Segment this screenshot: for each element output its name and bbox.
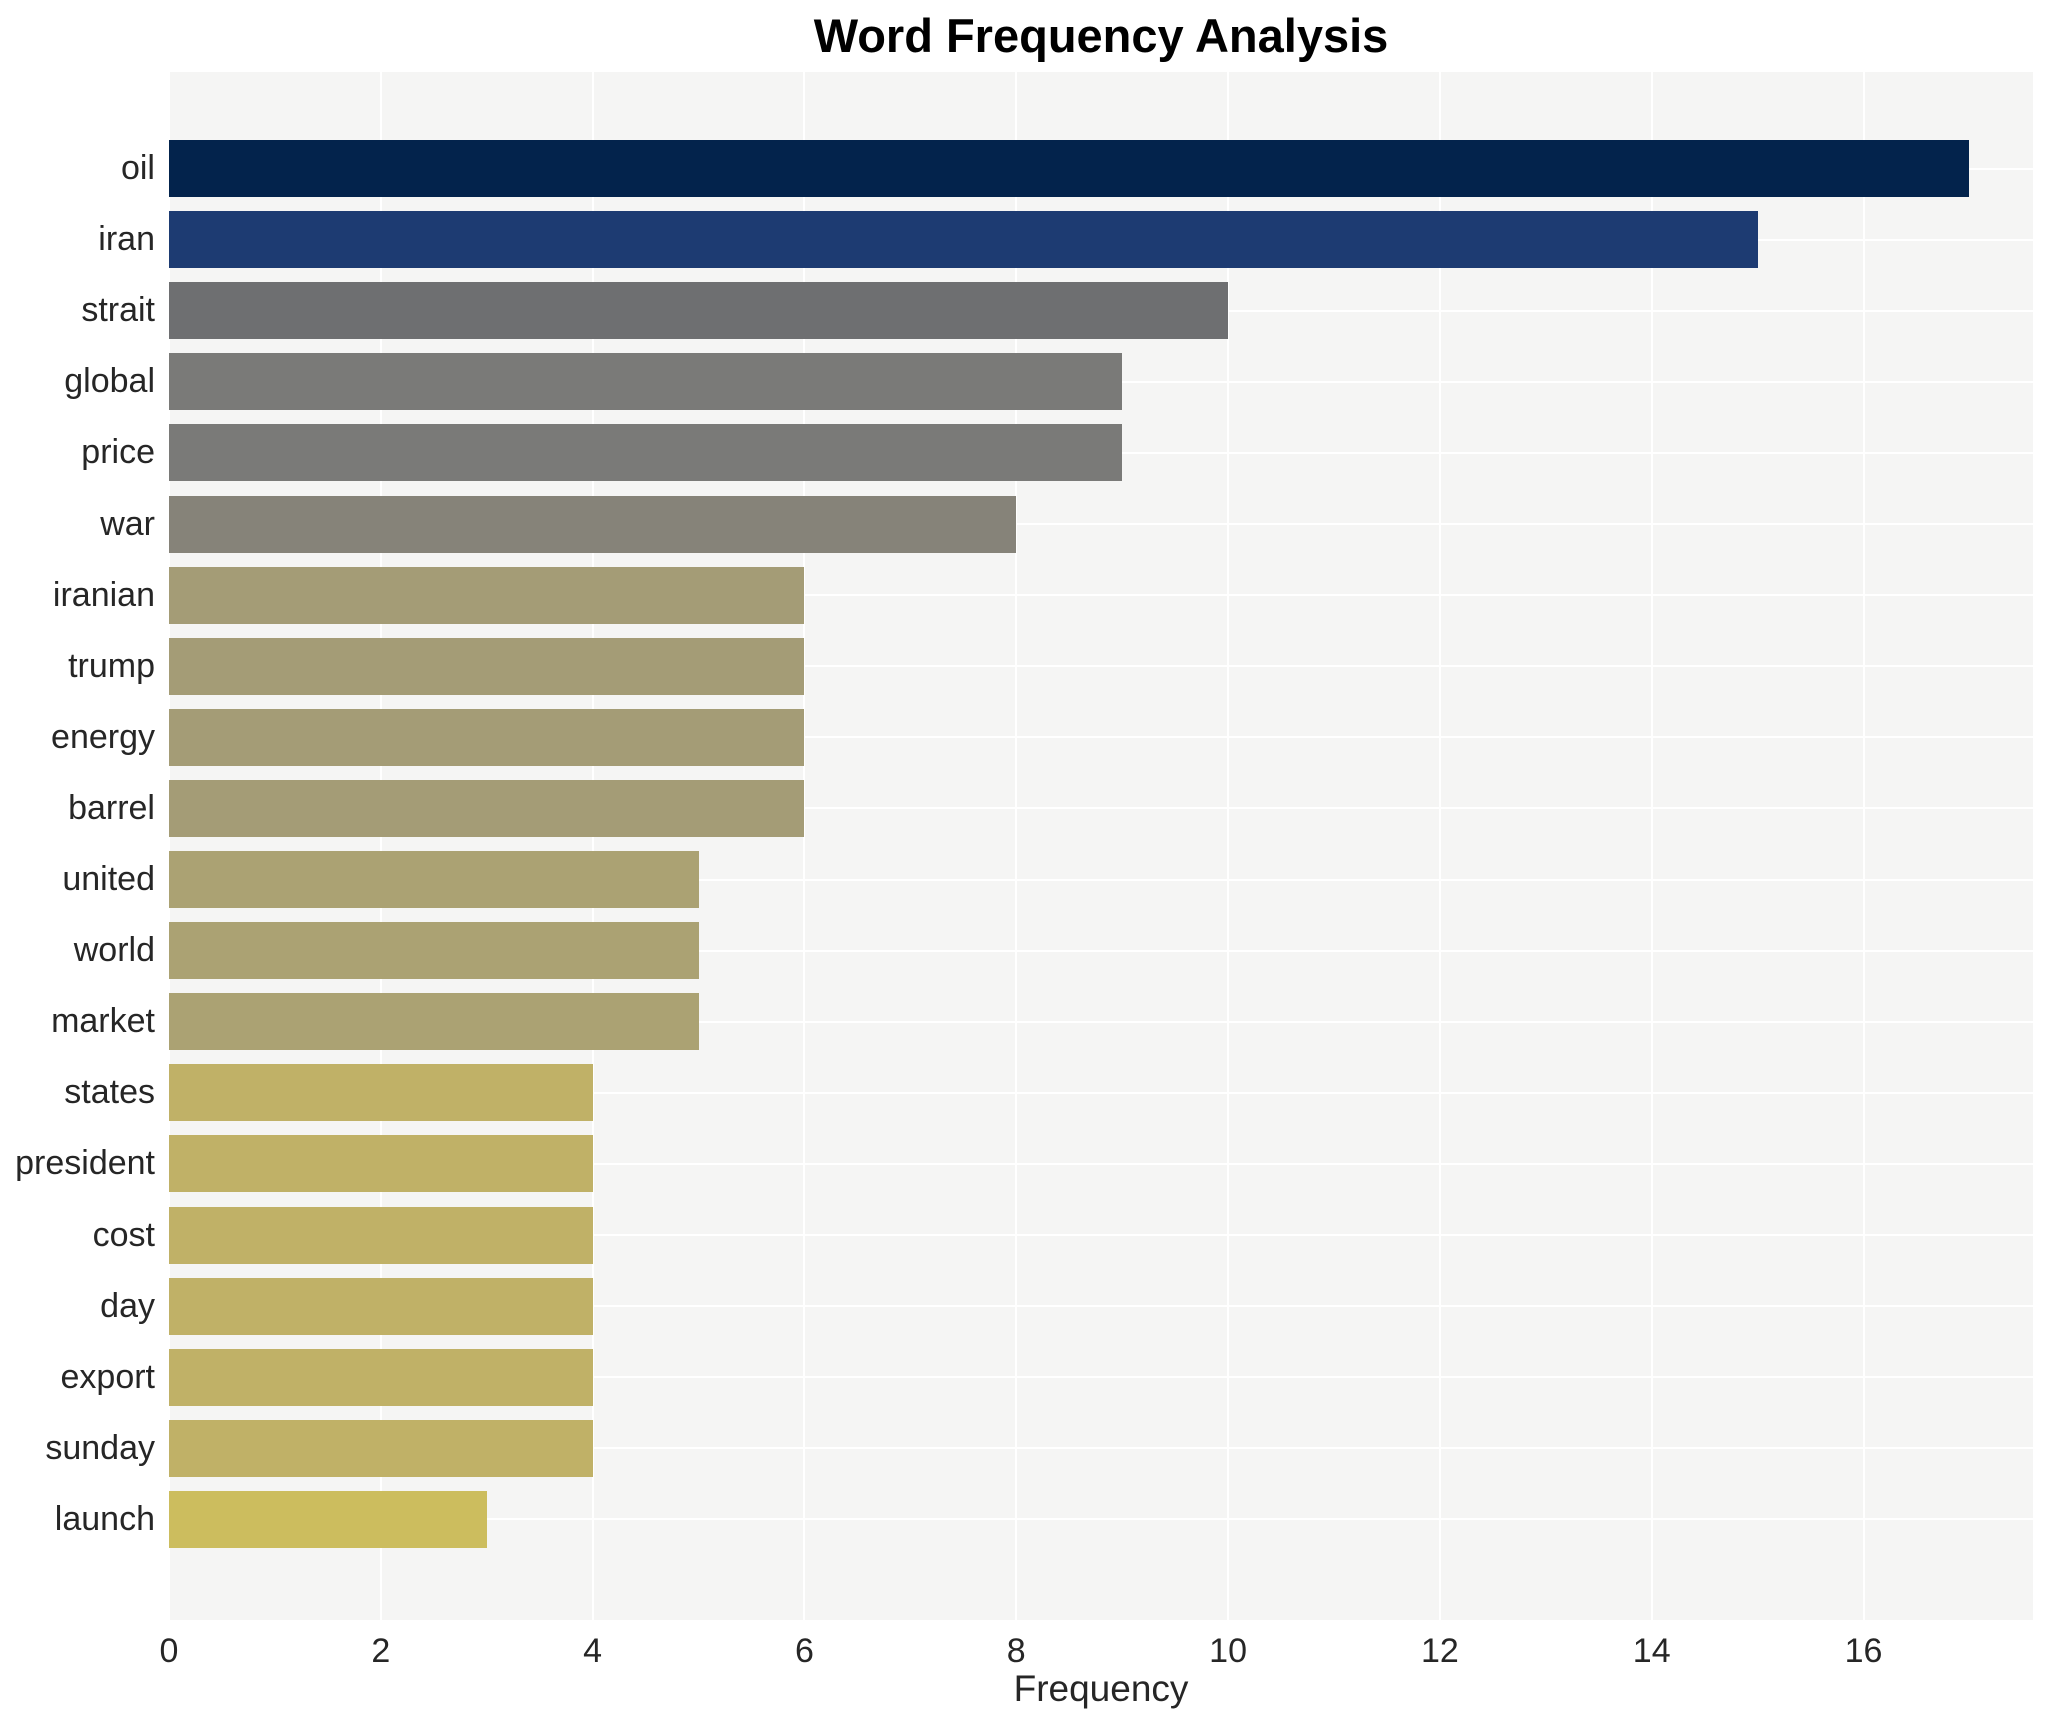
gridline-row-trump — [169, 665, 2033, 668]
y-tick-label-war: war — [100, 504, 155, 543]
y-tick-label-day: day — [100, 1286, 155, 1325]
gridline-row-barrel — [169, 807, 2033, 810]
gridline-row-united — [169, 878, 2033, 881]
y-tick-label-iran: iran — [98, 220, 155, 259]
bar-day — [169, 1277, 593, 1335]
gridline-row-iranian — [169, 594, 2033, 597]
y-tick-label-trump: trump — [68, 646, 155, 685]
y-tick-label-energy: energy — [51, 717, 155, 756]
y-tick-label-barrel: barrel — [68, 788, 155, 827]
gridline-x-0 — [168, 72, 170, 1620]
x-tick-label-2: 2 — [371, 1632, 391, 1670]
bar-price — [169, 424, 1123, 482]
bar-states — [169, 1064, 593, 1122]
y-tick-label-states: states — [64, 1073, 155, 1112]
gridline-x-8 — [1015, 72, 1018, 1620]
x-tick-label-0: 0 — [159, 1632, 179, 1670]
bar-world — [169, 922, 699, 980]
bar-iranian — [169, 566, 805, 624]
bar-trump — [169, 637, 805, 695]
x-tick-label-12: 12 — [1420, 1632, 1459, 1670]
gridline-row-sunday — [169, 1447, 2033, 1450]
y-tick-label-oil: oil — [120, 149, 155, 187]
y-tick-label-price: price — [81, 433, 155, 472]
gridline-row-day — [169, 1305, 2033, 1308]
x-tick-label-10: 10 — [1209, 1632, 1247, 1670]
gridline-row-war — [169, 523, 2033, 526]
x-tick-label-16: 16 — [1844, 1632, 1883, 1670]
x-tick-label-6: 6 — [794, 1632, 814, 1670]
gridline-row-energy — [169, 736, 2033, 739]
bar-energy — [169, 708, 805, 766]
x-axis-title: Frequency — [1013, 1668, 1189, 1709]
y-tick-label-united: united — [62, 860, 155, 898]
bar-global — [169, 353, 1123, 411]
gridline-x-2 — [379, 72, 382, 1620]
bar-barrel — [169, 779, 805, 837]
y-tick-label-launch: launch — [54, 1499, 155, 1538]
gridline-row-cost — [169, 1234, 2033, 1237]
bar-cost — [169, 1206, 593, 1264]
y-tick-label-world: world — [73, 931, 155, 970]
gridline-x-10 — [1227, 72, 1230, 1620]
x-tick-label-8: 8 — [1006, 1632, 1026, 1670]
gridline-row-launch — [169, 1518, 2033, 1521]
gridline-x-14 — [1650, 72, 1653, 1620]
y-tick-label-sunday: sunday — [45, 1428, 155, 1467]
bar-sunday — [169, 1419, 593, 1477]
gridline-row-market — [169, 1020, 2033, 1023]
bar-iran — [169, 211, 1758, 269]
chart-title: Word Frequency Analysis — [813, 9, 1389, 62]
gridline-row-states — [169, 1091, 2033, 1094]
y-tick-label-iranian: iranian — [52, 575, 155, 614]
bar-launch — [169, 1490, 487, 1548]
gridline-row-export — [169, 1376, 2033, 1379]
bar-president — [169, 1135, 593, 1193]
gridline-x-16 — [1862, 72, 1865, 1620]
x-tick-label-14: 14 — [1632, 1632, 1671, 1670]
gridline-row-president — [169, 1162, 2033, 1165]
y-tick-label-global: global — [64, 362, 155, 401]
y-tick-label-market: market — [51, 1002, 155, 1041]
bar-oil — [169, 140, 1970, 198]
gridline-x-12 — [1438, 72, 1441, 1620]
bar-war — [169, 495, 1017, 553]
y-tick-label-strait: strait — [81, 291, 155, 330]
bar-market — [169, 993, 699, 1051]
gridline-row-world — [169, 949, 2033, 952]
y-tick-label-cost: cost — [92, 1215, 155, 1254]
gridline-x-6 — [803, 72, 806, 1620]
bar-export — [169, 1348, 593, 1406]
x-tick-label-4: 4 — [583, 1632, 603, 1670]
bar-strait — [169, 282, 1229, 340]
x-axis-ticks: 0 2 4 6 8 10 12 14 16 — [160, 1632, 2033, 1672]
gridline-x-4 — [591, 72, 594, 1620]
plot-area — [168, 72, 2033, 1620]
y-axis-labels: oil iran strait global price war iranian trump e… — [0, 72, 155, 1620]
y-tick-label-export: export — [60, 1357, 156, 1396]
bar-united — [169, 851, 699, 909]
y-tick-label-president: president — [15, 1144, 155, 1183]
